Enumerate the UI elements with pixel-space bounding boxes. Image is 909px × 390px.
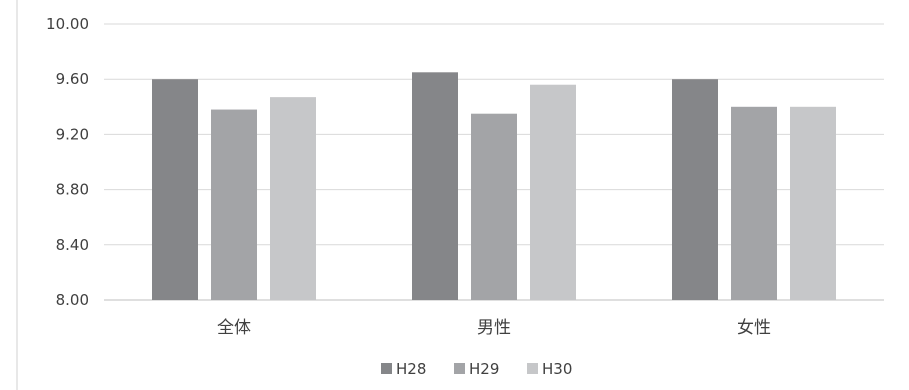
bar-h28-0 [152, 79, 198, 300]
x-category-label: 男性 [477, 318, 511, 338]
x-category-label: 全体 [217, 318, 251, 338]
legend-label: H28 [396, 360, 426, 378]
y-tick-label: 9.20 [56, 125, 89, 143]
legend-swatch [454, 363, 465, 374]
bars [152, 72, 836, 300]
bar-h28-1 [412, 72, 458, 300]
bar-h29-2 [731, 106, 777, 300]
bar-h28-2 [672, 79, 718, 300]
y-tick-label: 8.00 [56, 291, 89, 309]
bar-h30-0 [270, 97, 316, 300]
y-tick-label: 10.00 [46, 15, 89, 33]
y-tick-label: 8.40 [56, 236, 89, 254]
legend-swatch [381, 363, 392, 374]
y-axis: 8.00 8.40 8.80 9.20 9.60 10.00 [46, 15, 89, 309]
x-category-label: 女性 [737, 318, 771, 338]
bar-h29-0 [211, 109, 257, 300]
bar-h29-1 [471, 113, 517, 300]
legend: H28 H29 H30 [381, 360, 572, 378]
x-axis: 全体 男性 女性 [217, 318, 771, 338]
legend-swatch [527, 363, 538, 374]
bar-h30-2 [790, 106, 836, 300]
legend-label: H29 [469, 360, 499, 378]
bar-h30-1 [530, 84, 576, 300]
y-tick-label: 8.80 [56, 181, 89, 199]
y-tick-label: 9.60 [56, 70, 89, 88]
legend-label: H30 [542, 360, 572, 378]
